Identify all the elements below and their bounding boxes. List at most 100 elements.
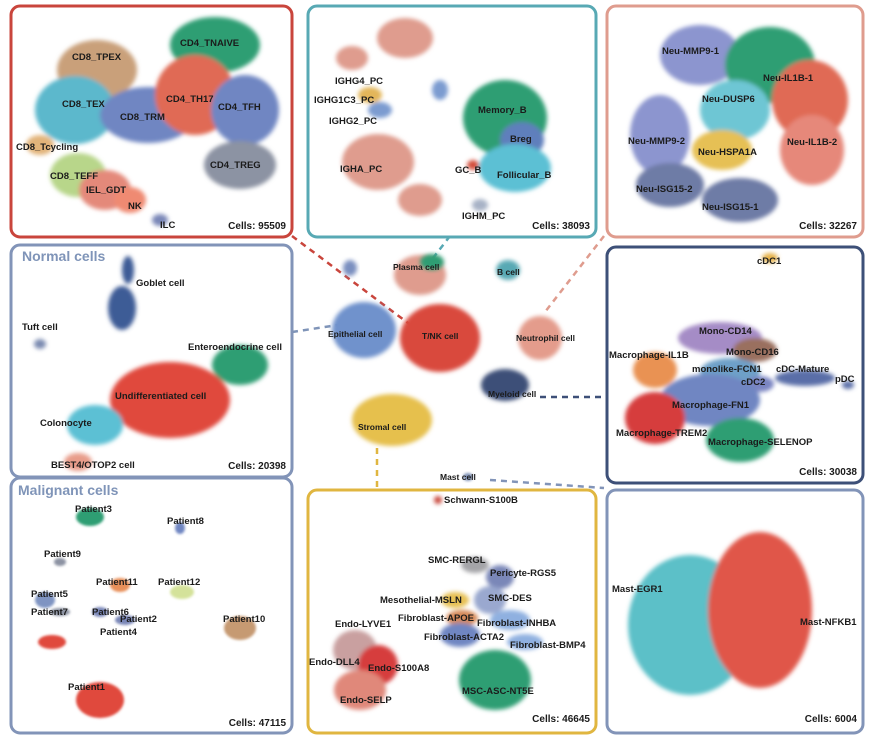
stromal-label: Fibroblast-ACTA2 xyxy=(424,632,504,643)
tnk-label: CD4_TFH xyxy=(218,102,261,113)
center-label: T/NK cell xyxy=(422,331,458,341)
panel-normal: Normal cells Goblet cell Tuft cell Enter… xyxy=(9,243,294,479)
center-label: Mast cell xyxy=(440,472,476,482)
stromal-label: Schwann-S100B xyxy=(444,495,518,506)
cluster-tnk xyxy=(400,304,480,372)
neutro-clusters xyxy=(630,25,848,222)
center-umap: Plasma cell B cell Epithelial cell T/NK … xyxy=(328,254,575,482)
normal-label: Undifferentiated cell xyxy=(115,391,206,402)
malignant-label: Patient10 xyxy=(223,614,265,625)
tnk-label: CD8_TPEX xyxy=(72,52,122,63)
plasma-label: GC_B xyxy=(455,165,482,176)
myeloid-label: Macrophage-SELENOP xyxy=(708,437,813,448)
stromal-label: Endo-LYVE1 xyxy=(335,619,392,630)
panel-malignant-frame xyxy=(9,476,294,735)
tnk-label: NK xyxy=(128,201,142,212)
myeloid-label: Macrophage-IL1B xyxy=(609,350,689,361)
myeloid-label: Macrophage-TREM2 xyxy=(616,428,707,439)
plasma-clusters xyxy=(336,18,551,216)
normal-label: Tuft cell xyxy=(22,322,58,333)
plasma-label: IGHG1C3_PC xyxy=(314,95,374,106)
stromal-count: Cells: 46645 xyxy=(532,714,590,725)
myeloid-label: cDC2 xyxy=(741,377,765,388)
center-label: Neutrophil cell xyxy=(516,333,575,343)
panel-malignant: Malignant cells Patient3 Patient8 Patien… xyxy=(9,476,294,735)
neutro-label: Neu-ISG15-1 xyxy=(702,202,759,213)
panel-myeloid: cDC1 Mono-CD14 Mono-CD16 Macrophage-IL1B… xyxy=(605,245,865,485)
stromal-clusters xyxy=(333,496,543,710)
plasma-label: Follicular_B xyxy=(497,170,552,181)
malignant-label: Patient6 xyxy=(92,607,129,618)
myeloid-label: cDC-Mature xyxy=(776,364,829,375)
normal-label: Goblet cell xyxy=(136,278,185,289)
tnk-label: ILC xyxy=(160,220,175,231)
cluster-stromal xyxy=(352,394,432,446)
panel-mast: Mast-EGR1 Mast-NFKB1 Cells: 6004 xyxy=(605,488,865,735)
plasma-label: IGHM_PC xyxy=(462,211,505,222)
cluster-neutrophil xyxy=(518,316,562,360)
stromal-label: Fibroblast-APOE xyxy=(398,613,474,624)
tnk-label: IEL_GDT xyxy=(86,185,126,196)
stromal-label: Fibroblast-INHBA xyxy=(477,618,556,629)
myeloid-count: Cells: 30038 xyxy=(799,467,857,478)
connector-lines xyxy=(291,235,605,490)
plasma-label: IGHG2_PC xyxy=(329,116,377,127)
center-label: Myeloid cell xyxy=(488,389,536,399)
malignant-label: Patient1 xyxy=(68,682,106,693)
tnk-label: CD4_TH17 xyxy=(166,94,214,105)
stromal-label: Pericyte-RGS5 xyxy=(490,568,557,579)
stromal-label: Fibroblast-BMP4 xyxy=(510,640,586,651)
plasma-label: IGHA_PC xyxy=(340,164,382,175)
tnk-label: CD4_TNAIVE xyxy=(180,38,239,49)
mast-count: Cells: 6004 xyxy=(805,714,858,725)
plasma-label: Memory_B xyxy=(478,105,527,116)
connector-mast xyxy=(489,478,605,490)
neutro-label: Neu-HSPA1A xyxy=(698,147,757,158)
myeloid-label: cDC1 xyxy=(757,256,782,267)
stromal-label: Endo-SELP xyxy=(340,695,392,706)
center-label: B cell xyxy=(497,267,520,277)
panel-neutro: Neu-MMP9-1 Neu-IL1B-1 Neu-DUSP6 Neu-MMP9… xyxy=(605,4,865,239)
center-label: Stromal cell xyxy=(358,422,406,432)
stromal-label: SMC-DES xyxy=(488,593,532,604)
connector-normal xyxy=(291,323,339,334)
malignant-label: Patient2 xyxy=(120,614,157,625)
malignant-label: Patient12 xyxy=(158,577,200,588)
center-label: Plasma cell xyxy=(393,262,439,272)
malignant-label: Patient4 xyxy=(100,627,138,638)
malignant-label: Patient9 xyxy=(44,549,81,560)
cluster-small xyxy=(343,260,357,276)
connector-neutro xyxy=(544,235,605,313)
cluster-plasma-green xyxy=(420,254,444,270)
connector-tnk xyxy=(291,235,421,333)
plasma-label: IGHG4_PC xyxy=(335,76,383,87)
cluster-b xyxy=(496,260,520,280)
normal-clusters xyxy=(34,256,268,471)
mast-label: Mast-EGR1 xyxy=(612,584,663,595)
stromal-label: Endo-DLL4 xyxy=(309,657,360,668)
normal-count: Cells: 20398 xyxy=(228,461,286,472)
center-label: Epithelial cell xyxy=(328,329,382,339)
normal-label: Colonocyte xyxy=(40,418,92,429)
neutro-count: Cells: 32267 xyxy=(799,221,857,232)
tnk-clusters xyxy=(26,17,279,226)
cluster-myeloid xyxy=(481,369,529,401)
myeloid-label: Mono-CD16 xyxy=(726,347,779,358)
stromal-label: Endo-S100A8 xyxy=(368,663,429,674)
malignant-count: Cells: 47115 xyxy=(229,718,287,729)
tnk-label: CD4_TREG xyxy=(210,160,261,171)
cluster-epithelial xyxy=(332,302,396,358)
neutro-label: Neu-IL1B-2 xyxy=(787,137,837,148)
stromal-label: MSC-ASC-NT5E xyxy=(462,686,534,697)
stromal-label: Mesothelial-MSLN xyxy=(380,595,462,606)
panel-tnk: CD8_TPEX CD4_TNAIVE CD8_TEX CD4_TH17 CD8… xyxy=(9,4,294,239)
malignant-title: Malignant cells xyxy=(18,482,119,498)
tnk-label: CD8_Tcycling xyxy=(16,142,78,153)
neutro-label: Neu-MMP9-2 xyxy=(628,136,685,147)
myeloid-label: monolike-FCN1 xyxy=(692,364,762,375)
plasma-label: Breg xyxy=(510,134,532,145)
neutro-label: Neu-DUSP6 xyxy=(702,94,755,105)
malignant-label: Patient7 xyxy=(31,607,68,618)
plasma-count: Cells: 38093 xyxy=(532,221,590,232)
